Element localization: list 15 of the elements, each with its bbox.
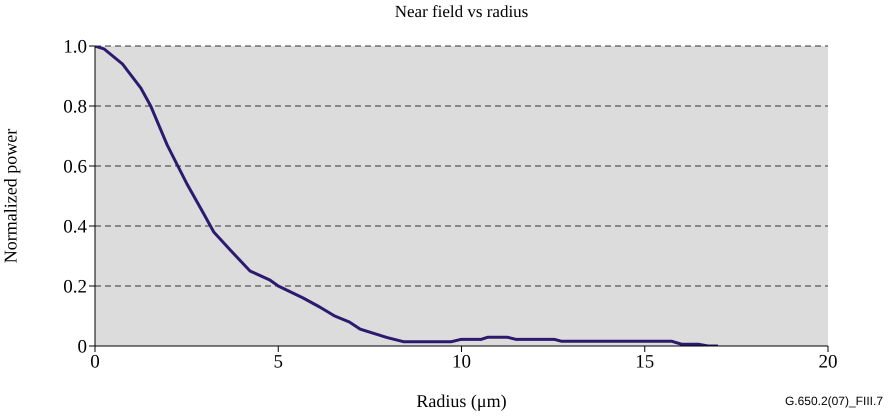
- x-tick-label: 10: [452, 351, 471, 372]
- x-tick-label: 15: [635, 351, 654, 372]
- y-tick-label: 0.4: [63, 216, 88, 238]
- x-tick-label: 20: [818, 351, 838, 372]
- text: G.650.2(07)_FIII.7: [784, 394, 883, 408]
- y-tick-label: 0.8: [63, 96, 87, 118]
- x-axis-title: Radius (μm): [416, 391, 507, 411]
- y-tick-label: 1.0: [63, 36, 87, 58]
- x-tick-label: 5: [274, 351, 283, 372]
- y-axis-title: Normalized power: [0, 128, 20, 264]
- line-series: [95, 46, 720, 346]
- y-tick-label: 0.6: [63, 156, 87, 178]
- chart-title: Near field vs radius: [394, 2, 530, 22]
- y-tick-label: 0.2: [63, 276, 87, 298]
- y-tick-label: 0: [78, 336, 87, 358]
